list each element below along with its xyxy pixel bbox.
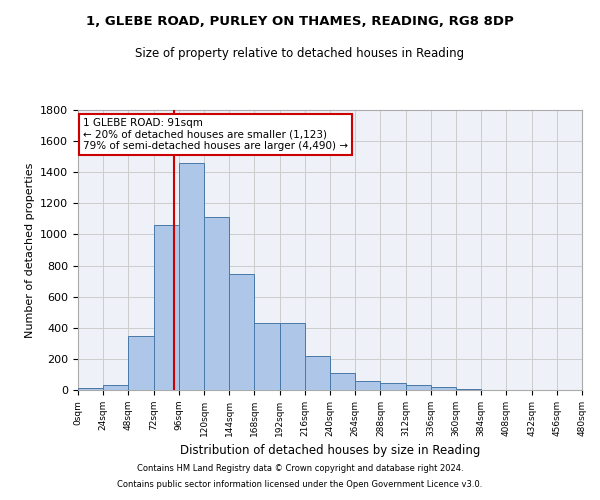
Bar <box>406 386 431 390</box>
Bar <box>128 336 154 390</box>
Bar <box>103 384 128 390</box>
Text: Contains HM Land Registry data © Crown copyright and database right 2024.: Contains HM Land Registry data © Crown c… <box>137 464 463 473</box>
Text: 1 GLEBE ROAD: 91sqm
← 20% of detached houses are smaller (1,123)
79% of semi-det: 1 GLEBE ROAD: 91sqm ← 20% of detached ho… <box>83 118 348 151</box>
Bar <box>280 323 305 390</box>
Y-axis label: Number of detached properties: Number of detached properties <box>25 162 35 338</box>
Bar <box>229 274 254 390</box>
Text: Size of property relative to detached houses in Reading: Size of property relative to detached ho… <box>136 48 464 60</box>
Bar <box>330 373 355 390</box>
Bar <box>355 382 380 390</box>
Bar <box>456 389 481 390</box>
Bar <box>431 387 456 390</box>
X-axis label: Distribution of detached houses by size in Reading: Distribution of detached houses by size … <box>180 444 480 458</box>
Text: Contains public sector information licensed under the Open Government Licence v3: Contains public sector information licen… <box>118 480 482 489</box>
Bar <box>204 218 229 390</box>
Bar <box>154 225 179 390</box>
Text: 1, GLEBE ROAD, PURLEY ON THAMES, READING, RG8 8DP: 1, GLEBE ROAD, PURLEY ON THAMES, READING… <box>86 15 514 28</box>
Bar <box>380 383 406 390</box>
Bar <box>179 163 204 390</box>
Bar <box>305 356 330 390</box>
Bar <box>78 388 103 390</box>
Bar <box>254 323 280 390</box>
